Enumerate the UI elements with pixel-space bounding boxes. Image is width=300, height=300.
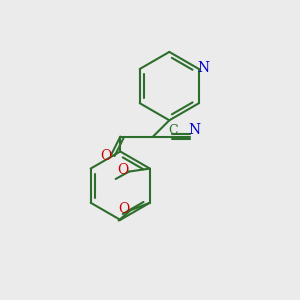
- Text: N: N: [197, 61, 209, 74]
- Text: O: O: [100, 149, 112, 163]
- Text: O: O: [117, 163, 128, 177]
- Text: N: N: [188, 123, 201, 137]
- Text: C: C: [168, 124, 178, 136]
- Text: O: O: [118, 202, 129, 216]
